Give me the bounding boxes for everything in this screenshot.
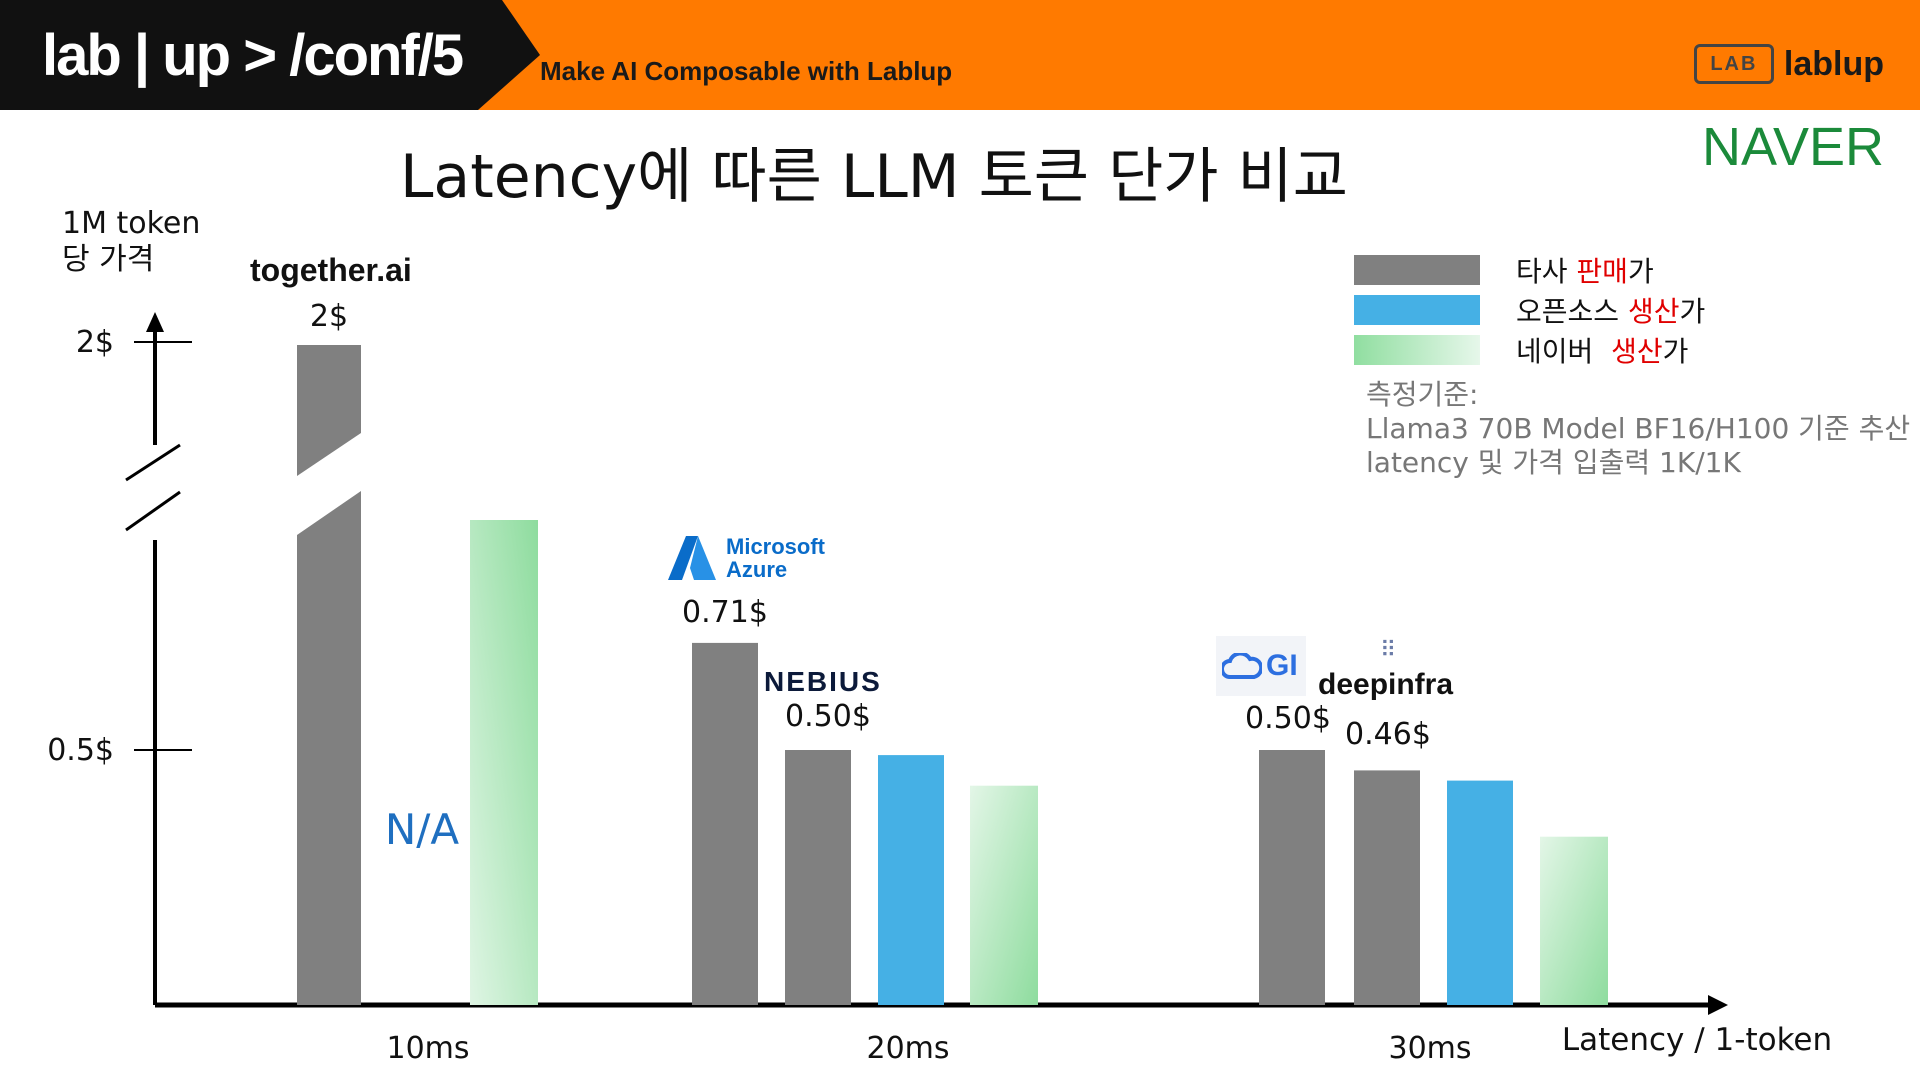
y-tick-label: 0.5$ bbox=[47, 733, 114, 768]
chart-legend: 타사 판매가 오픈소스 생산가 네이버 생산가 bbox=[1354, 250, 1705, 370]
bar bbox=[878, 755, 944, 1005]
bar bbox=[1259, 750, 1325, 1005]
y-axis-arrow bbox=[146, 312, 164, 332]
legend-swatch-opensource-cost bbox=[1354, 295, 1480, 325]
x-tick-label: 20ms bbox=[866, 1031, 949, 1066]
cloud-icon bbox=[1222, 653, 1262, 679]
x-tick-label: 30ms bbox=[1388, 1031, 1471, 1066]
azure-logo-line1: Microsoft bbox=[726, 534, 825, 559]
naver-brand: NAVER bbox=[1701, 117, 1884, 177]
legend-label: 타사 판매가 bbox=[1516, 255, 1654, 288]
deepinfra-logo: deepinfra bbox=[1318, 668, 1454, 701]
bar bbox=[470, 520, 538, 1005]
nebius-logo: NEBIUS bbox=[764, 666, 882, 697]
conference-brand: lab | up > /conf/5 bbox=[42, 23, 464, 88]
header-tagline: Make AI Composable with Lablup bbox=[540, 56, 953, 86]
bar bbox=[1447, 780, 1513, 1005]
axis-break-mark bbox=[125, 443, 181, 482]
lablup-logo: LAB lablup bbox=[1693, 44, 1884, 84]
together-ai-logo: together.ai bbox=[250, 252, 412, 288]
data-label: 2$ bbox=[310, 299, 348, 334]
bar bbox=[1540, 836, 1608, 1005]
header-brand-panel: lab | up > /conf/5 bbox=[0, 0, 540, 110]
x-axis-label: Latency / 1-token bbox=[1562, 1022, 1832, 1058]
bar bbox=[785, 750, 851, 1005]
y-axis-label-line1: 1M token bbox=[62, 206, 201, 241]
legend-label: 오픈소스 생산가 bbox=[1516, 295, 1706, 328]
note-line3: latency 및 가격 입출력 1K/1K bbox=[1366, 446, 1741, 479]
x-axis-arrow bbox=[1708, 995, 1728, 1015]
azure-logo-line2: Azure bbox=[726, 557, 788, 582]
azure-icon bbox=[668, 536, 716, 580]
bar bbox=[692, 642, 758, 1005]
slide-title: Latency에 따른 LLM 토큰 단가 비교 bbox=[400, 142, 1348, 212]
bar bbox=[297, 345, 361, 476]
legend-item: 오픈소스 생산가 bbox=[1354, 290, 1705, 330]
measurement-note: 측정기준: Llama3 70B Model BF16/H100 기준 추산 l… bbox=[1366, 378, 1910, 480]
data-label: 0.71$ bbox=[682, 595, 768, 630]
note-line1: 측정기준: bbox=[1366, 378, 1479, 411]
bar bbox=[297, 491, 361, 1005]
y-axis-label-line2: 당 가격 bbox=[62, 242, 155, 277]
lablup-logo-text: lablup bbox=[1783, 44, 1884, 83]
bar bbox=[970, 785, 1038, 1005]
data-label: 0.50$ bbox=[785, 699, 871, 734]
bar bbox=[1354, 770, 1420, 1005]
note-line2: Llama3 70B Model BF16/H100 기준 추산 bbox=[1366, 412, 1911, 445]
legend-item: 네이버 생산가 bbox=[1354, 330, 1705, 370]
legend-swatch-other-price bbox=[1354, 255, 1480, 285]
lablup-mark-icon: LAB bbox=[1693, 44, 1774, 84]
data-label: 0.50$ bbox=[1245, 701, 1331, 736]
x-tick-label: 10ms bbox=[386, 1031, 469, 1066]
legend-label: 네이버 생산가 bbox=[1516, 335, 1689, 368]
legend-item: 타사 판매가 bbox=[1354, 250, 1705, 290]
gmi-logo: GI bbox=[1216, 636, 1306, 696]
y-axis-label: 1M token 당 가격 bbox=[62, 206, 262, 278]
gmi-logo-text: GI bbox=[1266, 649, 1298, 682]
data-label: 0.46$ bbox=[1345, 717, 1431, 752]
microsoft-azure-logo: Microsoft Azure bbox=[668, 534, 825, 582]
na-label: N/A bbox=[385, 805, 460, 854]
axis-break-mark bbox=[125, 490, 181, 532]
y-tick-label: 2$ bbox=[76, 325, 114, 360]
deepinfra-mark-icon: ⠿ bbox=[1380, 638, 1396, 663]
legend-swatch-naver-cost bbox=[1354, 335, 1480, 365]
header-bar: lab | up > /conf/5 Make AI Composable wi… bbox=[0, 0, 1920, 110]
